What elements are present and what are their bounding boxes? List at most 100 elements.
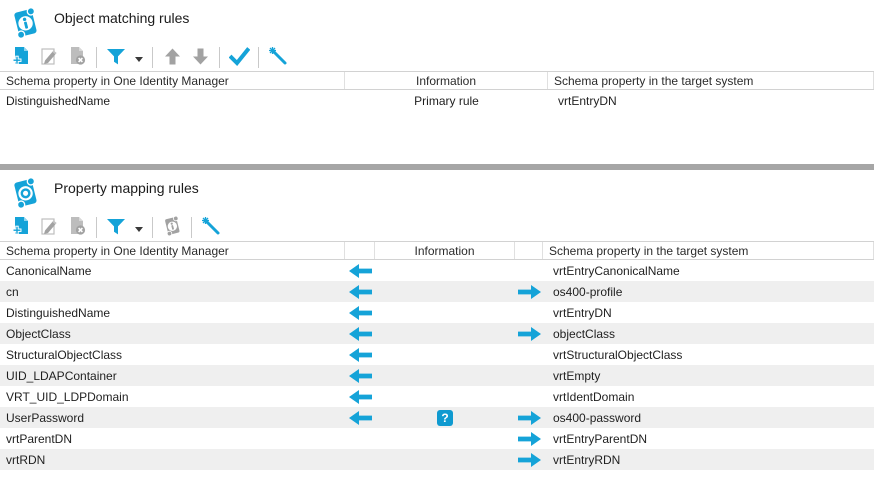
right-arrow-icon <box>517 326 541 341</box>
matching-table-body: DistinguishedName Primary rule vrtEntryD… <box>0 90 874 111</box>
to-target-cell <box>515 306 543 320</box>
column-header-source[interactable]: Schema property in One Identity Manager <box>0 72 345 89</box>
to-manager-cell <box>345 263 375 278</box>
target-property: vrtStructuralObjectClass <box>553 347 683 362</box>
section-title: Property mapping rules <box>54 180 199 196</box>
to-manager-cell <box>345 432 375 446</box>
column-header-information[interactable]: Information <box>375 242 515 259</box>
panel-splitter[interactable] <box>0 164 874 170</box>
move-up-icon <box>163 47 182 69</box>
source-property: ObjectClass <box>6 326 71 341</box>
mapping-toolbar <box>0 215 874 240</box>
edit-icon <box>39 46 59 69</box>
source-property: cn <box>6 284 19 299</box>
info-cell: ? <box>375 431 515 447</box>
mapping-rule-row[interactable]: cn ? os400-profile <box>0 281 874 302</box>
info-cell: ? <box>375 409 515 426</box>
mapping-rule-row[interactable]: DistinguishedName ? vrtEntryDN <box>0 302 874 323</box>
column-header-to-target[interactable] <box>515 242 543 259</box>
mapping-rule-row[interactable]: VRT_UID_LDPDomain ? vrtIdentDomain <box>0 386 874 407</box>
to-manager-cell <box>345 326 375 341</box>
column-header-target[interactable]: Schema property in the target system <box>548 72 874 89</box>
info-cell: ? <box>375 389 515 405</box>
source-property: StructuralObjectClass <box>6 347 123 362</box>
source-property: DistinguishedName <box>6 93 111 108</box>
mapping-rule-row[interactable]: vrtRDN ? vrtEntryRDN <box>0 449 874 470</box>
property-mapping-rules-panel: Property mapping rules <box>0 170 874 470</box>
filter-dropdown-button[interactable] <box>132 216 145 240</box>
check-icon <box>228 46 250 69</box>
mapping-rule-row[interactable]: StructuralObjectClass ? vrtStructuralObj… <box>0 344 874 365</box>
right-arrow-icon <box>517 431 541 446</box>
source-property: UID_LDAPContainer <box>6 368 117 383</box>
to-target-cell <box>515 326 543 341</box>
target-property: vrtEmpty <box>553 368 601 383</box>
target-property: vrtIdentDomain <box>553 389 635 404</box>
edit-rule-button[interactable] <box>37 216 61 240</box>
toolbar-separator <box>258 47 259 68</box>
edit-rule-button[interactable] <box>37 46 61 70</box>
to-target-cell <box>515 369 543 383</box>
left-arrow-icon <box>348 368 372 383</box>
column-header-target[interactable]: Schema property in the target system <box>543 242 874 259</box>
target-property: os400-password <box>553 410 642 425</box>
to-manager-cell <box>345 410 375 425</box>
scroll-info-icon <box>8 5 42 41</box>
scroll-target-icon <box>8 175 42 211</box>
move-down-button[interactable] <box>188 46 212 70</box>
left-arrow-icon <box>348 410 372 425</box>
delete-rule-button[interactable] <box>65 46 89 70</box>
left-arrow-icon <box>348 326 372 341</box>
matching-rule-row[interactable]: DistinguishedName Primary rule vrtEntryD… <box>0 90 874 111</box>
matching-rules-button[interactable] <box>160 215 184 240</box>
left-arrow-icon <box>348 263 372 278</box>
move-up-button[interactable] <box>160 46 184 70</box>
target-property: vrtEntryDN <box>558 93 617 108</box>
filter-dropdown-button[interactable] <box>132 46 145 70</box>
toolbar-separator <box>96 217 97 238</box>
target-property: vrtEntryParentDN <box>553 431 648 446</box>
target-property: vrtEntryDN <box>553 305 612 320</box>
toolbar-separator <box>96 47 97 68</box>
matching-table-header: Schema property in One Identity Manager … <box>0 71 874 90</box>
source-property: CanonicalName <box>6 263 92 278</box>
toolbar-separator <box>152 47 153 68</box>
column-header-source[interactable]: Schema property in One Identity Manager <box>0 242 345 259</box>
filter-button[interactable] <box>104 46 128 70</box>
add-icon <box>11 46 31 70</box>
toolbar-separator <box>191 217 192 238</box>
column-header-information[interactable]: Information <box>345 72 548 89</box>
wizard-button[interactable] <box>199 216 223 240</box>
source-property: vrtParentDN <box>6 431 73 446</box>
mapping-rule-row[interactable]: ObjectClass ? objectClass <box>0 323 874 344</box>
toolbar-separator <box>152 217 153 238</box>
info-cell: ? <box>375 326 515 342</box>
scroll-info-icon <box>161 215 183 240</box>
toolbar-separator <box>219 47 220 68</box>
add-rule-button[interactable] <box>9 46 33 70</box>
to-target-cell <box>515 390 543 404</box>
mapping-rule-row[interactable]: UserPassword ? os400-password <box>0 407 874 428</box>
section-title: Object matching rules <box>54 10 190 26</box>
wizard-button[interactable] <box>266 46 290 70</box>
delete-rule-button[interactable] <box>65 216 89 240</box>
to-manager-cell <box>345 368 375 383</box>
info-cell: ? <box>375 347 515 363</box>
add-rule-button[interactable] <box>9 216 33 240</box>
question-icon: ? <box>437 409 453 426</box>
filter-icon <box>106 217 126 239</box>
mapping-rule-row[interactable]: UID_LDAPContainer ? vrtEmpty <box>0 365 874 386</box>
to-manager-cell <box>345 284 375 299</box>
validate-button[interactable] <box>227 46 251 70</box>
mapping-rule-row[interactable]: CanonicalName ? vrtEntryCanonicalName <box>0 260 874 281</box>
mapping-table-body: CanonicalName ? vrtEntryCanonicalName cn… <box>0 260 874 470</box>
filter-button[interactable] <box>104 216 128 240</box>
target-property: vrtEntryRDN <box>553 452 621 467</box>
left-arrow-icon <box>348 389 372 404</box>
mapping-rule-row[interactable]: vrtParentDN ? vrtEntryParentDN <box>0 428 874 449</box>
right-arrow-icon <box>517 284 541 299</box>
target-property: objectClass <box>553 326 616 341</box>
to-manager-cell <box>345 389 375 404</box>
source-property: UserPassword <box>6 410 85 425</box>
column-header-to-manager[interactable] <box>345 242 375 259</box>
